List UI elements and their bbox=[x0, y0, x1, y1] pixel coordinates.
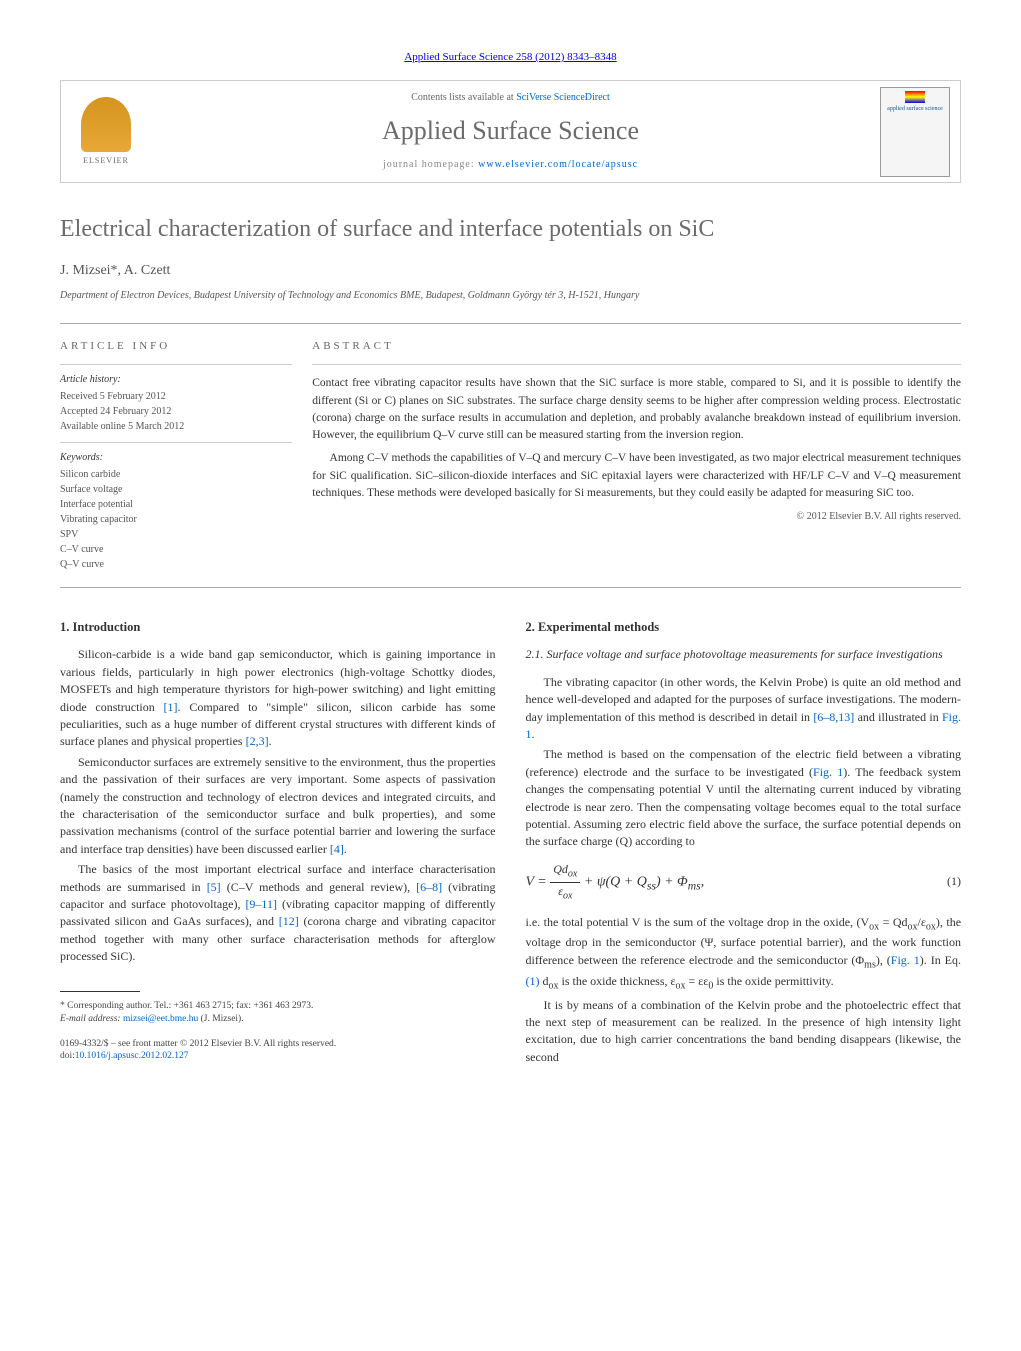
fig-link[interactable]: Fig. 1 bbox=[813, 765, 843, 779]
keyword: Silicon carbide bbox=[60, 467, 292, 482]
header-center: Contents lists available at SciVerse Sci… bbox=[151, 81, 870, 181]
elsevier-tree-icon bbox=[81, 97, 131, 152]
intro-para-2: Semiconductor surfaces are extremely sen… bbox=[60, 754, 496, 858]
doi-prefix: doi: bbox=[60, 1051, 75, 1061]
keyword: SPV bbox=[60, 527, 292, 542]
abstract-para: Among C–V methods the capabilities of V–… bbox=[312, 450, 961, 502]
left-column: 1. Introduction Silicon-carbide is a wid… bbox=[60, 613, 496, 1069]
abstract-copyright: © 2012 Elsevier B.V. All rights reserved… bbox=[312, 510, 961, 524]
ref-link[interactable]: [5] bbox=[207, 880, 221, 894]
authors-line: J. Mizsei*, A. Czett bbox=[60, 261, 961, 281]
history-online: Available online 5 March 2012 bbox=[60, 419, 292, 434]
meta-abstract-container: ARTICLE INFO Article history: Received 5… bbox=[60, 323, 961, 588]
abstract-heading: ABSTRACT bbox=[312, 339, 961, 354]
divider bbox=[312, 364, 961, 365]
ref-link[interactable]: [6–8,13] bbox=[813, 710, 854, 724]
equation-1: V = Qdoxεox + ψ(Q + Qss) + Φms, bbox=[526, 861, 948, 904]
subsection-2-1-title: 2.1. Surface voltage and surface photovo… bbox=[526, 646, 962, 663]
publisher-logo-text: ELSEVIER bbox=[83, 155, 129, 166]
doi-copyright-line: 0169-4332/$ – see front matter © 2012 El… bbox=[60, 1038, 496, 1050]
page-container: Applied Surface Science 258 (2012) 8343–… bbox=[0, 0, 1021, 1119]
publisher-logo: ELSEVIER bbox=[61, 82, 151, 182]
keyword: Interface potential bbox=[60, 497, 292, 512]
article-info-heading: ARTICLE INFO bbox=[60, 339, 292, 354]
affiliation: Department of Electron Devices, Budapest… bbox=[60, 289, 961, 303]
keyword: Surface voltage bbox=[60, 482, 292, 497]
abstract-body: Contact free vibrating capacitor results… bbox=[312, 375, 961, 502]
keyword: C–V curve bbox=[60, 542, 292, 557]
divider bbox=[60, 364, 292, 365]
ref-link[interactable]: [9–11] bbox=[245, 897, 277, 911]
footnote-email-line: E-mail address: mizsei@eet.bme.hu (J. Mi… bbox=[60, 1013, 496, 1026]
ref-link[interactable]: [2,3] bbox=[246, 734, 269, 748]
ref-link[interactable]: [6–8] bbox=[416, 880, 442, 894]
body-two-column: 1. Introduction Silicon-carbide is a wid… bbox=[60, 613, 961, 1069]
journal-ref-link[interactable]: Applied Surface Science 258 (2012) 8343–… bbox=[404, 51, 616, 63]
intro-para-3: The basics of the most important electri… bbox=[60, 861, 496, 965]
equation-1-row: V = Qdoxεox + ψ(Q + Qss) + Φms, (1) bbox=[526, 861, 962, 904]
ref-link[interactable]: [4] bbox=[330, 842, 344, 856]
sciencedirect-link[interactable]: SciVerse ScienceDirect bbox=[516, 92, 610, 103]
homepage-prefix: journal homepage: bbox=[383, 159, 478, 170]
cover-flag-icon bbox=[905, 91, 925, 103]
ref-link[interactable]: [12] bbox=[279, 914, 299, 928]
contents-available-line: Contents lists available at SciVerse Sci… bbox=[161, 91, 860, 105]
intro-para-1: Silicon-carbide is a wide band gap semic… bbox=[60, 646, 496, 750]
right-column: 2. Experimental methods 2.1. Surface vol… bbox=[526, 613, 962, 1069]
journal-name: Applied Surface Science bbox=[161, 113, 860, 149]
section-1-title: 1. Introduction bbox=[60, 618, 496, 636]
author-link[interactable]: J. Mizsei*, A. Czett bbox=[60, 263, 170, 278]
email-suffix: (J. Mizsei). bbox=[198, 1014, 243, 1024]
contents-prefix: Contents lists available at bbox=[411, 92, 516, 103]
keywords-heading: Keywords: bbox=[60, 451, 292, 465]
fig-link[interactable]: Fig. 1 bbox=[891, 953, 920, 967]
methods-para-1: The vibrating capacitor (in other words,… bbox=[526, 674, 962, 744]
doi-line: doi:10.1016/j.apsusc.2012.02.127 bbox=[60, 1050, 496, 1062]
history-heading: Article history: bbox=[60, 373, 292, 387]
article-title: Electrical characterization of surface a… bbox=[60, 213, 961, 247]
homepage-line: journal homepage: www.elsevier.com/locat… bbox=[161, 158, 860, 172]
email-link[interactable]: mizsei@eet.bme.hu bbox=[123, 1014, 198, 1024]
homepage-link[interactable]: www.elsevier.com/locate/apsusc bbox=[478, 159, 638, 170]
divider bbox=[60, 442, 292, 443]
keyword: Vibrating capacitor bbox=[60, 512, 292, 527]
journal-header-box: ELSEVIER Contents lists available at Sci… bbox=[60, 80, 961, 182]
equation-1-number: (1) bbox=[947, 873, 961, 890]
doi-block: 0169-4332/$ – see front matter © 2012 El… bbox=[60, 1038, 496, 1063]
methods-para-2: The method is based on the compensation … bbox=[526, 746, 962, 850]
doi-link[interactable]: 10.1016/j.apsusc.2012.02.127 bbox=[75, 1051, 189, 1061]
eq1-followup: i.e. the total potential V is the sum of… bbox=[526, 914, 962, 994]
footnote-tel: * Corresponding author. Tel.: +361 463 2… bbox=[60, 1000, 496, 1013]
methods-para-3: It is by means of a combination of the K… bbox=[526, 997, 962, 1067]
journal-cover-thumbnail: applied surface science bbox=[880, 87, 950, 177]
abstract-column: ABSTRACT Contact free vibrating capacito… bbox=[312, 339, 961, 572]
section-2-title: 2. Experimental methods bbox=[526, 618, 962, 636]
eq-link[interactable]: (1) bbox=[526, 974, 540, 988]
cover-title-text: applied surface science bbox=[887, 106, 943, 113]
corresponding-author-footnote: * Corresponding author. Tel.: +361 463 2… bbox=[60, 1000, 496, 1027]
ref-link[interactable]: [1] bbox=[164, 700, 178, 714]
journal-reference: Applied Surface Science 258 (2012) 8343–… bbox=[60, 50, 961, 65]
keyword: Q–V curve bbox=[60, 557, 292, 572]
history-received: Received 5 February 2012 bbox=[60, 389, 292, 404]
footnote-separator bbox=[60, 991, 140, 992]
fig-link[interactable]: Fig. 1 bbox=[526, 710, 962, 741]
abstract-para: Contact free vibrating capacitor results… bbox=[312, 375, 961, 444]
history-accepted: Accepted 24 February 2012 bbox=[60, 404, 292, 419]
email-label: E-mail address: bbox=[60, 1014, 123, 1024]
article-info-column: ARTICLE INFO Article history: Received 5… bbox=[60, 339, 312, 572]
